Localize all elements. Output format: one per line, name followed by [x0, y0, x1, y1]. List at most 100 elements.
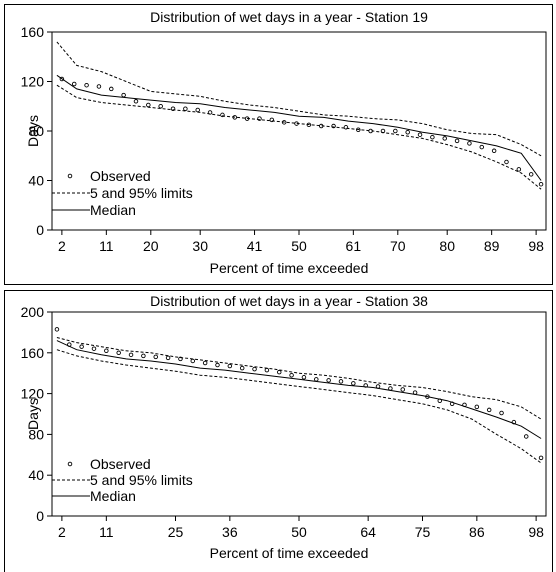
- chart-station-38: Distribution of wet days in a year - Sta…: [4, 290, 553, 572]
- observed-point: [170, 106, 176, 111]
- observed-point: [454, 138, 460, 144]
- legend-label: 5 and 95% limits: [90, 185, 193, 201]
- observed-point: [538, 455, 544, 461]
- observed-point: [467, 141, 472, 146]
- x-tick-label: 50: [291, 524, 307, 540]
- observed-point: [91, 346, 97, 351]
- observed-point: [202, 360, 208, 366]
- observed-point: [430, 134, 435, 140]
- observed-point: [351, 381, 356, 386]
- legend-label: Median: [90, 488, 136, 504]
- observed-point: [215, 362, 220, 368]
- x-tick-label: 41: [247, 238, 263, 254]
- x-axis-label: Percent of time exceeded: [210, 545, 369, 561]
- observed-point: [343, 125, 349, 130]
- observed-point: [116, 350, 121, 356]
- observed-point: [79, 344, 84, 349]
- observed-point: [516, 167, 522, 172]
- x-tick-label: 61: [346, 238, 362, 254]
- observed-point: [400, 387, 405, 392]
- observed-point: [486, 407, 492, 413]
- observed-point: [96, 84, 102, 89]
- chart-title: Distribution of wet days in a year - Sta…: [150, 9, 428, 25]
- x-tick-label: 80: [439, 238, 455, 254]
- legend-label: Median: [90, 202, 136, 218]
- observed-point: [289, 372, 294, 378]
- x-tick-label: 70: [390, 238, 406, 254]
- observed-point: [528, 172, 534, 177]
- observed-point: [252, 366, 257, 372]
- observed-point: [121, 92, 126, 98]
- observed-point: [393, 128, 398, 134]
- legend-marker-observed: [67, 461, 73, 467]
- observed-point: [326, 378, 331, 383]
- observed-point: [523, 434, 529, 439]
- x-tick-label: 89: [484, 238, 500, 254]
- x-tick-label: 11: [99, 524, 114, 540]
- y-axis-label: Days: [25, 115, 41, 147]
- observed-point: [104, 348, 109, 354]
- observed-point: [190, 358, 196, 364]
- y-tick-label: 0: [36, 222, 44, 238]
- observed-point: [338, 379, 344, 384]
- y-tick-label: 120: [21, 386, 45, 402]
- y-tick-label: 40: [28, 173, 44, 189]
- observed-point: [220, 112, 225, 118]
- chart-frame: [4, 4, 553, 285]
- x-tick-label: 11: [99, 238, 114, 254]
- chart-station-19: Distribution of wet days in a year - Sta…: [4, 4, 553, 285]
- observed-point: [141, 353, 146, 359]
- x-tick-label: 75: [415, 524, 431, 540]
- y-tick-label: 0: [36, 508, 44, 524]
- x-tick-label: 2: [58, 524, 66, 540]
- observed-point: [71, 81, 77, 87]
- observed-point: [257, 116, 262, 121]
- observed-point: [239, 365, 245, 371]
- observed-point: [109, 86, 114, 92]
- observed-point: [405, 129, 410, 135]
- upper-limit-line: [56, 337, 542, 420]
- x-tick-label: 36: [222, 524, 238, 540]
- y-tick-label: 120: [21, 74, 45, 90]
- observed-point: [264, 367, 270, 373]
- median-line: [56, 74, 542, 181]
- observed-point: [301, 375, 307, 380]
- observed-point: [474, 404, 480, 410]
- x-tick-label: 2: [58, 238, 66, 254]
- legend-marker-observed: [67, 173, 73, 179]
- observed-point: [276, 369, 282, 375]
- x-tick-label: 98: [528, 524, 544, 540]
- y-tick-label: 40: [28, 467, 44, 483]
- x-tick-label: 86: [469, 524, 485, 540]
- observed-point: [165, 355, 171, 361]
- x-tick-label: 50: [291, 238, 307, 254]
- observed-point: [84, 82, 89, 88]
- observed-point: [479, 144, 485, 150]
- observed-point: [54, 327, 60, 332]
- observed-point: [331, 123, 336, 129]
- x-axis-label: Percent of time exceeded: [210, 260, 369, 276]
- observed-point: [504, 159, 509, 165]
- legend-label: Observed: [90, 168, 151, 184]
- chart-frame: [4, 290, 553, 572]
- observed-point: [153, 354, 158, 360]
- y-tick-label: 160: [21, 345, 45, 361]
- x-tick-label: 64: [360, 524, 376, 540]
- observed-point: [499, 410, 504, 416]
- legend-label: Observed: [90, 456, 151, 472]
- observed-point: [227, 363, 233, 369]
- y-axis-label: Days: [25, 398, 41, 430]
- observed-point: [133, 99, 139, 104]
- observed-point: [442, 136, 447, 141]
- observed-point: [195, 107, 200, 113]
- x-tick-label: 98: [528, 238, 544, 254]
- y-tick-label: 80: [28, 426, 44, 442]
- y-tick-label: 80: [28, 123, 44, 139]
- y-tick-label: 200: [21, 304, 45, 320]
- observed-point: [59, 76, 65, 82]
- observed-point: [314, 377, 319, 382]
- observed-point: [417, 132, 423, 137]
- observed-point: [269, 117, 275, 123]
- x-tick-label: 25: [168, 524, 184, 540]
- chart-panel-station-19: Distribution of wet days in a year - Sta…: [4, 4, 553, 285]
